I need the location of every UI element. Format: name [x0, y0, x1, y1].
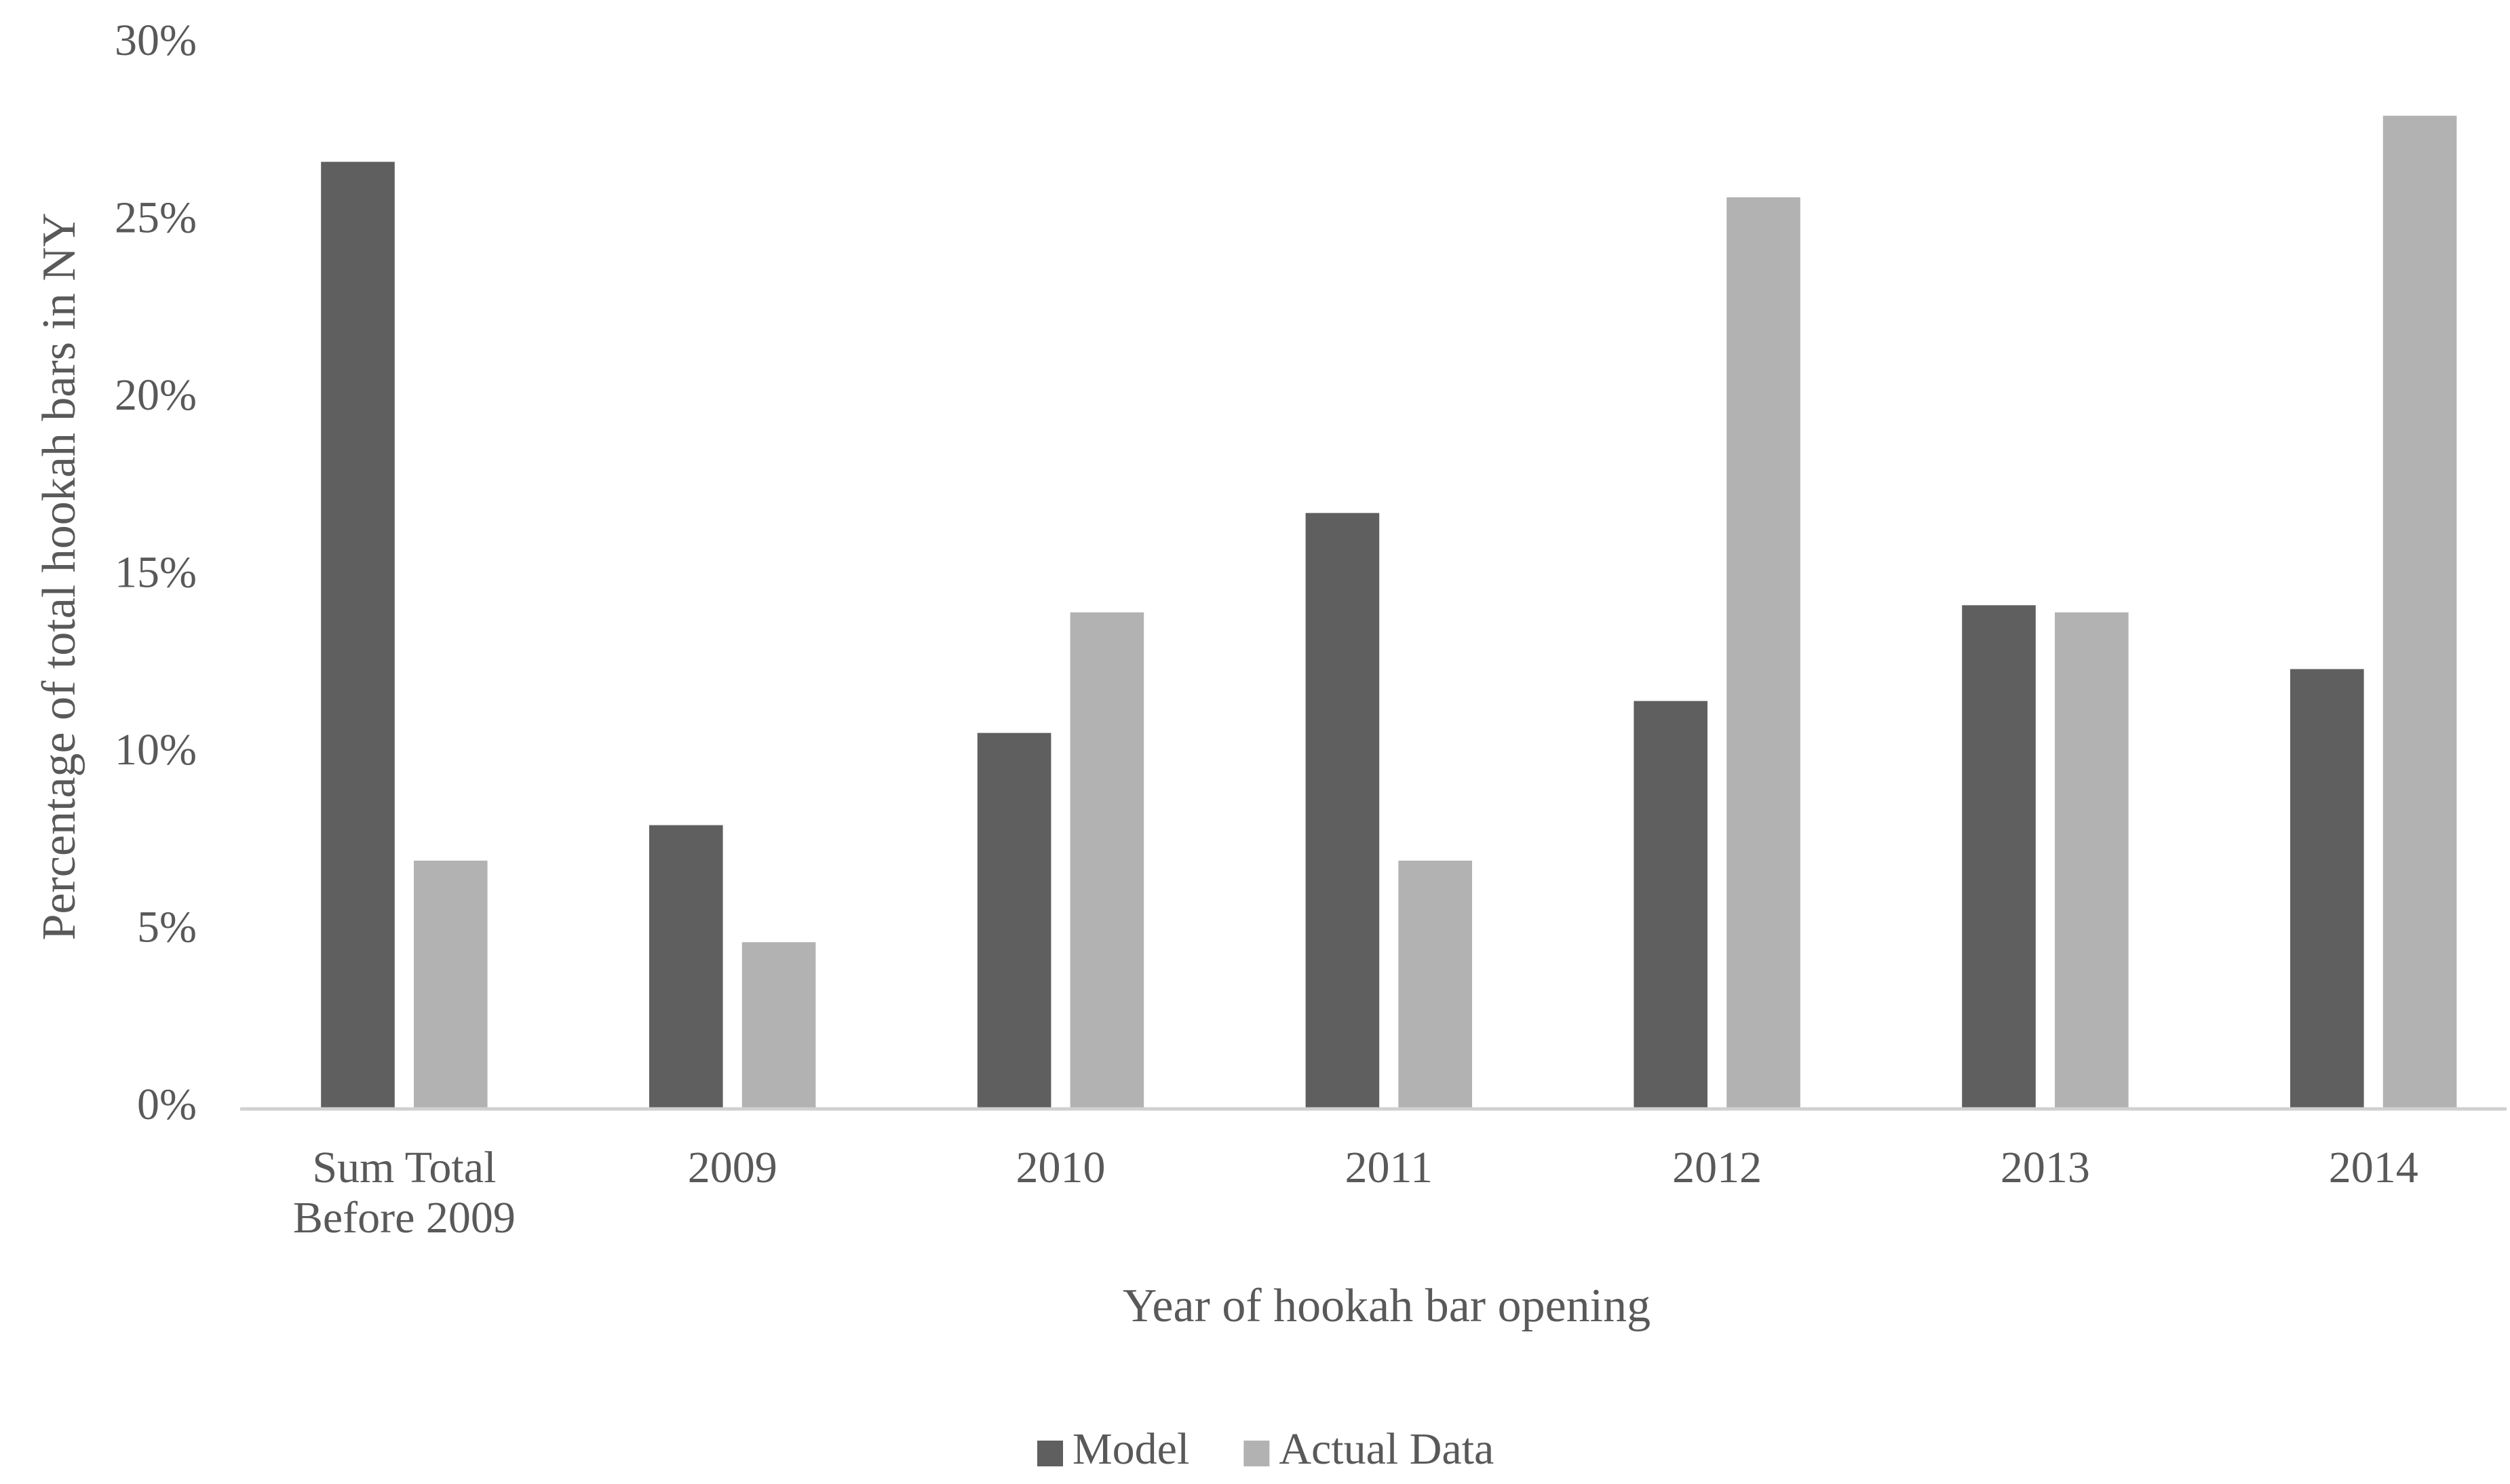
x-tick-label: 2013: [2000, 1143, 2090, 1192]
x-tick-label: Sum Total Before 2009: [292, 1143, 516, 1243]
bar: [414, 860, 488, 1109]
x-axis-title: Year of hookah bar opening: [1123, 1280, 1650, 1332]
bar: [1962, 605, 2036, 1109]
y-axis-title: Percentage of total hookah bars in NY: [33, 212, 85, 940]
x-tick-label: 2010: [1016, 1143, 1106, 1192]
y-tick-label: 10%: [115, 725, 197, 775]
bar: [1726, 197, 1800, 1109]
bar: [2382, 115, 2457, 1110]
x-tick-label: 2012: [1672, 1143, 1762, 1192]
bar: [649, 825, 723, 1109]
bar: [1305, 513, 1380, 1109]
legend-swatch: [1243, 1441, 1270, 1466]
bar: [1070, 612, 1144, 1109]
legend-label: Model: [1073, 1424, 1189, 1474]
y-tick-label: 15%: [115, 548, 197, 598]
bar: [1398, 860, 1472, 1109]
y-tick-label: 30%: [115, 16, 197, 65]
bar: [977, 733, 1051, 1109]
y-tick-label: 20%: [115, 370, 197, 420]
legend-swatch: [1037, 1441, 1063, 1466]
bar: [2055, 612, 2129, 1109]
bar: [2290, 669, 2364, 1109]
y-tick-label: 0%: [137, 1080, 197, 1129]
x-tick-label: 2009: [687, 1143, 777, 1192]
bar: [321, 161, 395, 1110]
x-tick-label: 2011: [1345, 1143, 1433, 1192]
bar: [1634, 701, 1707, 1109]
y-tick-label: 25%: [115, 193, 197, 243]
y-tick-label: 5%: [137, 903, 197, 952]
x-tick-label: 2014: [2328, 1143, 2418, 1192]
legend-label: Actual Data: [1279, 1424, 1494, 1474]
bar: [741, 942, 816, 1109]
